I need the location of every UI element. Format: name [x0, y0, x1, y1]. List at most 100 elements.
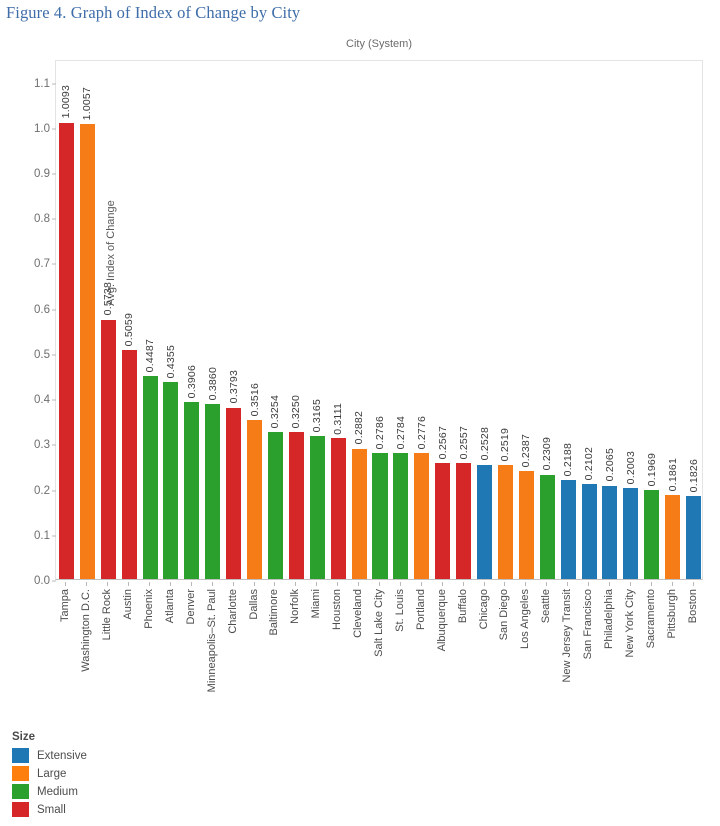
bar-value-label: 0.2567	[436, 425, 449, 459]
bar-value-label: 0.1861	[666, 457, 679, 491]
y-axis-tick-label: 0.4	[34, 394, 50, 407]
bar[interactable]	[414, 453, 430, 579]
bar[interactable]	[288, 432, 304, 579]
y-axis-tick-label: 1.1	[34, 77, 50, 90]
x-axis-tick-label: Charlotte	[226, 589, 239, 634]
y-axis-tick-mark	[52, 535, 56, 537]
bar-value-label: 0.2786	[373, 415, 386, 450]
x-axis-tick-label: Washington D.C.	[80, 589, 93, 672]
legend-item[interactable]: Extensive	[12, 748, 87, 763]
x-axis-tick-mark	[358, 582, 360, 586]
bar[interactable]	[309, 435, 325, 579]
bar-value-label: 0.2065	[603, 448, 616, 482]
bar-slot: 0.2309	[537, 61, 558, 579]
x-axis-tick-label: Sacramento	[644, 589, 657, 649]
bar[interactable]	[330, 438, 346, 579]
x-axis-tick-label: San Francisco	[582, 589, 595, 660]
x-axis-tick-label: Albuquerque	[435, 589, 448, 652]
x-axis-tick-mark	[253, 582, 255, 586]
legend-item[interactable]: Small	[12, 802, 87, 817]
bar[interactable]	[686, 496, 702, 579]
y-axis-tick-mark	[52, 490, 56, 492]
bar-slot: 0.2784	[390, 61, 411, 579]
y-axis-tick-mark	[52, 83, 56, 85]
legend-items: Extensive Large Medium Small	[12, 748, 87, 817]
x-axis-tick-label: Baltimore	[268, 589, 281, 636]
legend: Size Extensive Large Medium Small	[12, 731, 87, 820]
bar-slot: 0.2065	[599, 61, 620, 579]
x-axis-tick-mark	[169, 582, 171, 586]
bar[interactable]	[602, 485, 618, 579]
bar[interactable]	[163, 382, 179, 579]
bar[interactable]	[247, 420, 263, 579]
bar[interactable]	[581, 483, 597, 579]
bar-slot: 0.2102	[579, 61, 600, 579]
x-axis-tick-mark	[337, 582, 339, 586]
legend-item[interactable]: Large	[12, 766, 87, 781]
y-axis-tick-mark	[52, 263, 56, 265]
bar-slot: 0.3793	[223, 61, 244, 579]
y-axis-tick-label: 0.9	[34, 168, 50, 181]
bar[interactable]	[644, 489, 660, 579]
x-axis-tick-mark	[504, 582, 506, 586]
bar-slot: 1.0057	[77, 61, 98, 579]
bar[interactable]	[476, 464, 493, 579]
x-axis-tick-label: Atlanta	[163, 589, 176, 624]
x-axis-tick-label: Salt Lake City	[372, 589, 385, 657]
bar[interactable]	[121, 350, 137, 579]
bar-value-label: 0.1969	[645, 452, 658, 486]
x-axis-tick-label: Philadelphia	[602, 589, 615, 649]
x-axis-tick-mark	[190, 582, 192, 586]
bar[interactable]	[560, 480, 576, 579]
bar-slot: 0.3165	[307, 61, 328, 579]
legend-item[interactable]: Medium	[12, 784, 87, 799]
bar[interactable]	[497, 465, 513, 579]
bar-value-label: 1.0057	[81, 86, 94, 121]
bar-slot: 0.2786	[370, 61, 391, 579]
bar[interactable]	[539, 474, 555, 579]
y-axis-tick-mark	[52, 173, 56, 175]
figure-title: Figure 4. Graph of Index of Change by Ci…	[6, 3, 301, 22]
x-axis-tick-mark	[232, 582, 234, 586]
bar-value-label: 0.3793	[227, 370, 240, 404]
bar[interactable]	[205, 404, 221, 579]
bar-value-label: 0.3165	[311, 398, 324, 432]
bar-value-label: 0.4355	[164, 344, 177, 379]
bar-value-label: 0.3906	[185, 365, 198, 399]
bar[interactable]	[456, 463, 472, 579]
bar-value-label: 0.1826	[687, 459, 700, 493]
legend-item-label: Small	[37, 803, 66, 816]
bar[interactable]	[267, 431, 283, 579]
bar[interactable]	[142, 376, 158, 579]
legend-swatch-icon	[12, 766, 29, 781]
x-axis-tick-label: Dallas	[247, 589, 260, 620]
y-axis-tick-mark	[52, 444, 56, 446]
bar-value-label: 0.3860	[206, 367, 219, 401]
y-axis-tick-label: 0.3	[34, 439, 50, 452]
bar[interactable]	[184, 402, 200, 579]
bar[interactable]	[623, 488, 639, 579]
bar-value-label: 0.2784	[394, 415, 407, 450]
bar-slot: 0.3111	[328, 61, 349, 579]
x-axis-tick-mark	[128, 582, 130, 586]
x-axis-tick-mark	[316, 582, 318, 586]
bar[interactable]	[372, 453, 388, 579]
bar[interactable]	[393, 453, 409, 579]
bar[interactable]	[58, 122, 74, 579]
bar[interactable]	[100, 319, 116, 579]
x-axis-tick-label: Norfolk	[289, 589, 302, 624]
bar[interactable]	[518, 471, 534, 579]
bar[interactable]	[435, 462, 451, 579]
bar[interactable]	[226, 407, 242, 579]
bar[interactable]	[79, 124, 95, 579]
bar-slot: 0.3860	[202, 61, 223, 579]
bar-value-label: 0.5059	[123, 312, 136, 347]
bar-value-label: 0.2387	[520, 433, 533, 468]
bar-value-label: 0.2776	[415, 416, 428, 450]
bar-value-label: 1.0093	[60, 85, 73, 119]
bar[interactable]	[351, 448, 367, 579]
bar-value-label: 0.2557	[457, 426, 470, 460]
x-axis-tick-label: Boston	[686, 589, 699, 624]
bar[interactable]	[665, 494, 681, 579]
bar-slot: 0.4487	[140, 61, 161, 579]
